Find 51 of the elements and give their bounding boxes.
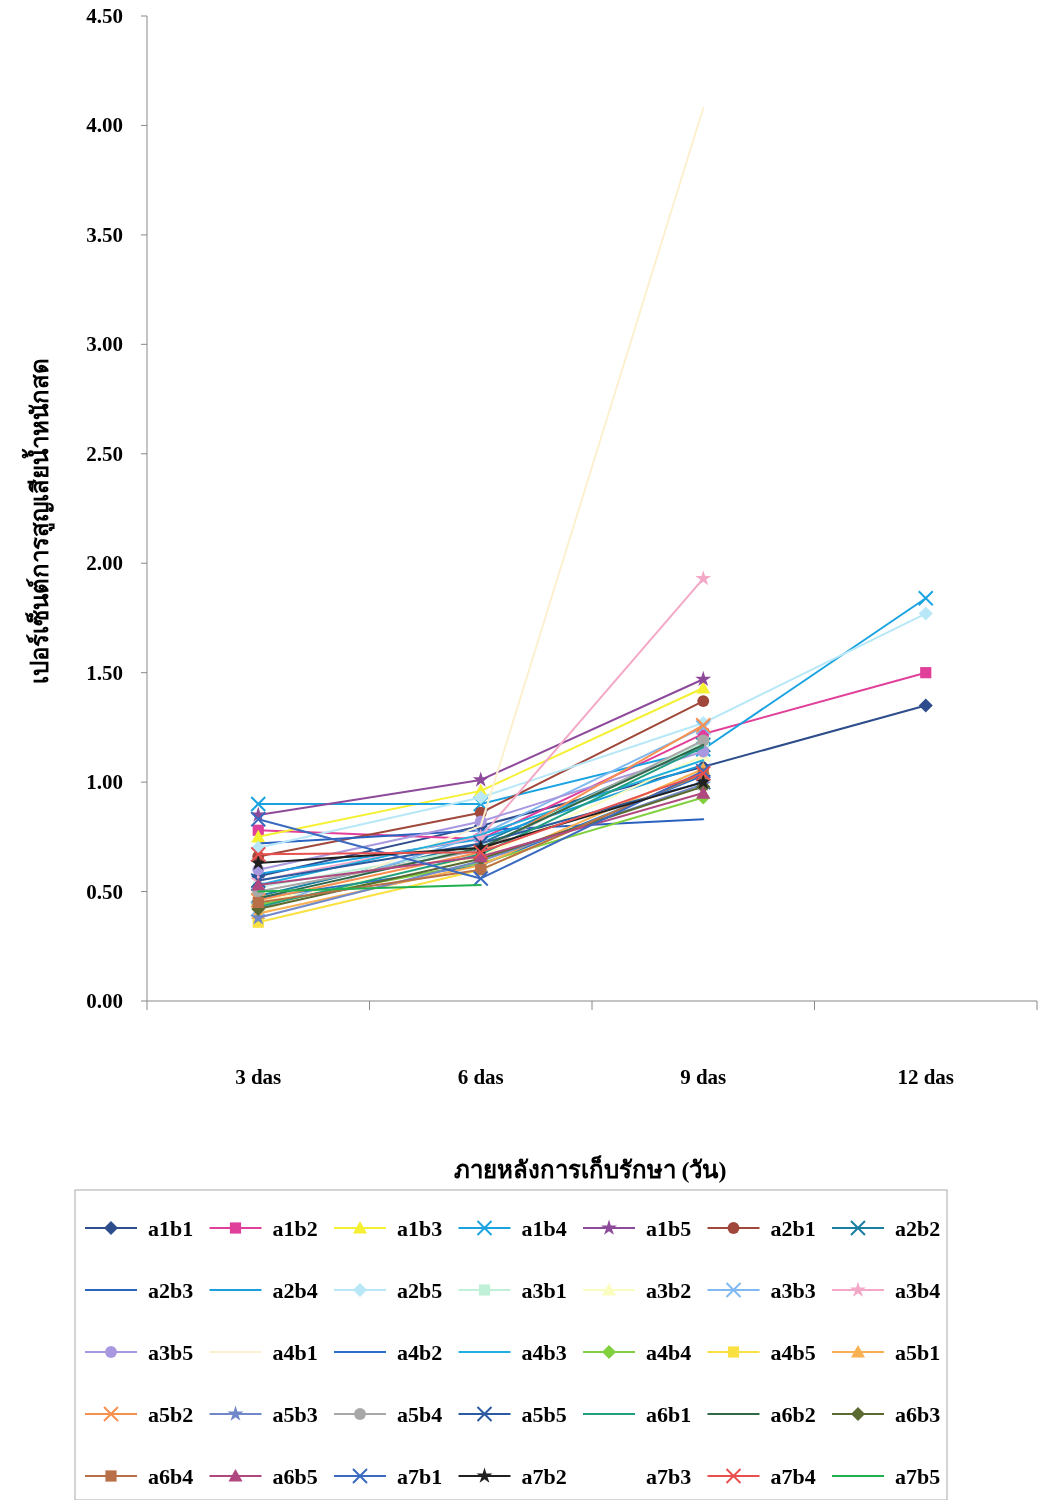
legend-label: a5b2	[148, 1402, 194, 1427]
legend-label: a6b4	[148, 1464, 194, 1489]
legend-label: a4b3	[521, 1340, 567, 1365]
legend-label: a4b2	[397, 1340, 443, 1365]
legend-label: a6b3	[895, 1402, 941, 1427]
x-axis-title: ภายหลังการเก็บรักษา (วัน)	[453, 1155, 727, 1183]
legend-label: a4b4	[646, 1340, 692, 1365]
y-tick-label: 2.50	[86, 441, 123, 466]
legend-label: a6b1	[646, 1402, 692, 1427]
x-tick-label: 3 das	[235, 1065, 282, 1089]
legend-label: a2b2	[895, 1216, 941, 1241]
y-tick-label: 4.50	[86, 4, 123, 28]
y-tick-label: 0.00	[86, 989, 123, 1013]
legend-label: a1b4	[521, 1216, 567, 1241]
y-tick-label: 0.50	[86, 879, 123, 904]
y-tick-label: 2.00	[86, 551, 123, 576]
legend-label: a5b5	[521, 1402, 567, 1427]
legend-label: a3b4	[895, 1278, 941, 1303]
legend-label: a3b2	[646, 1278, 692, 1303]
y-tick-label: 1.50	[86, 660, 123, 685]
x-tick-label: 12 das	[897, 1065, 955, 1089]
legend-label: a5b4	[397, 1402, 443, 1427]
text: a7b3	[646, 1464, 692, 1489]
legend-label: a2b1	[770, 1216, 816, 1241]
legend-label: a4b5	[770, 1340, 816, 1365]
legend-label: a1b1	[148, 1216, 194, 1241]
legend-label: a6b5	[272, 1464, 318, 1489]
legend-label: a3b5	[148, 1340, 194, 1365]
legend-label: a6b2	[770, 1402, 816, 1427]
y-tick-label: 3.00	[86, 332, 123, 357]
legend-label: a3b3	[770, 1278, 816, 1303]
legend-label: a7b5	[895, 1464, 941, 1489]
y-tick-label: 3.50	[86, 222, 123, 247]
legend-label: a7b4	[770, 1464, 816, 1489]
legend-label: a1b5	[646, 1216, 692, 1241]
legend-label: a2b3	[148, 1278, 194, 1303]
legend-label: a4b1	[272, 1340, 318, 1365]
y-tick-label: 1.00	[86, 770, 123, 795]
x-tick-label: 6 das	[457, 1065, 504, 1089]
legend-label: a7b1	[397, 1464, 443, 1489]
legend-label: a5b3	[272, 1402, 318, 1427]
legend-label: a1b2	[272, 1216, 318, 1241]
legend-label: a7b2	[521, 1464, 567, 1489]
y-tick-label: 4.00	[86, 113, 123, 138]
y-axis-title: เปอร์เซ็นต์การสูญเสียน้ำหนักสด	[21, 357, 55, 684]
legend-label: a2b4	[272, 1278, 318, 1303]
legend-label: a1b3	[397, 1216, 443, 1241]
legend-label: a5b1	[895, 1340, 941, 1365]
legend-label: a2b5	[397, 1278, 443, 1303]
x-tick-label: 9 das	[680, 1065, 727, 1089]
legend-label: a3b1	[521, 1278, 567, 1303]
